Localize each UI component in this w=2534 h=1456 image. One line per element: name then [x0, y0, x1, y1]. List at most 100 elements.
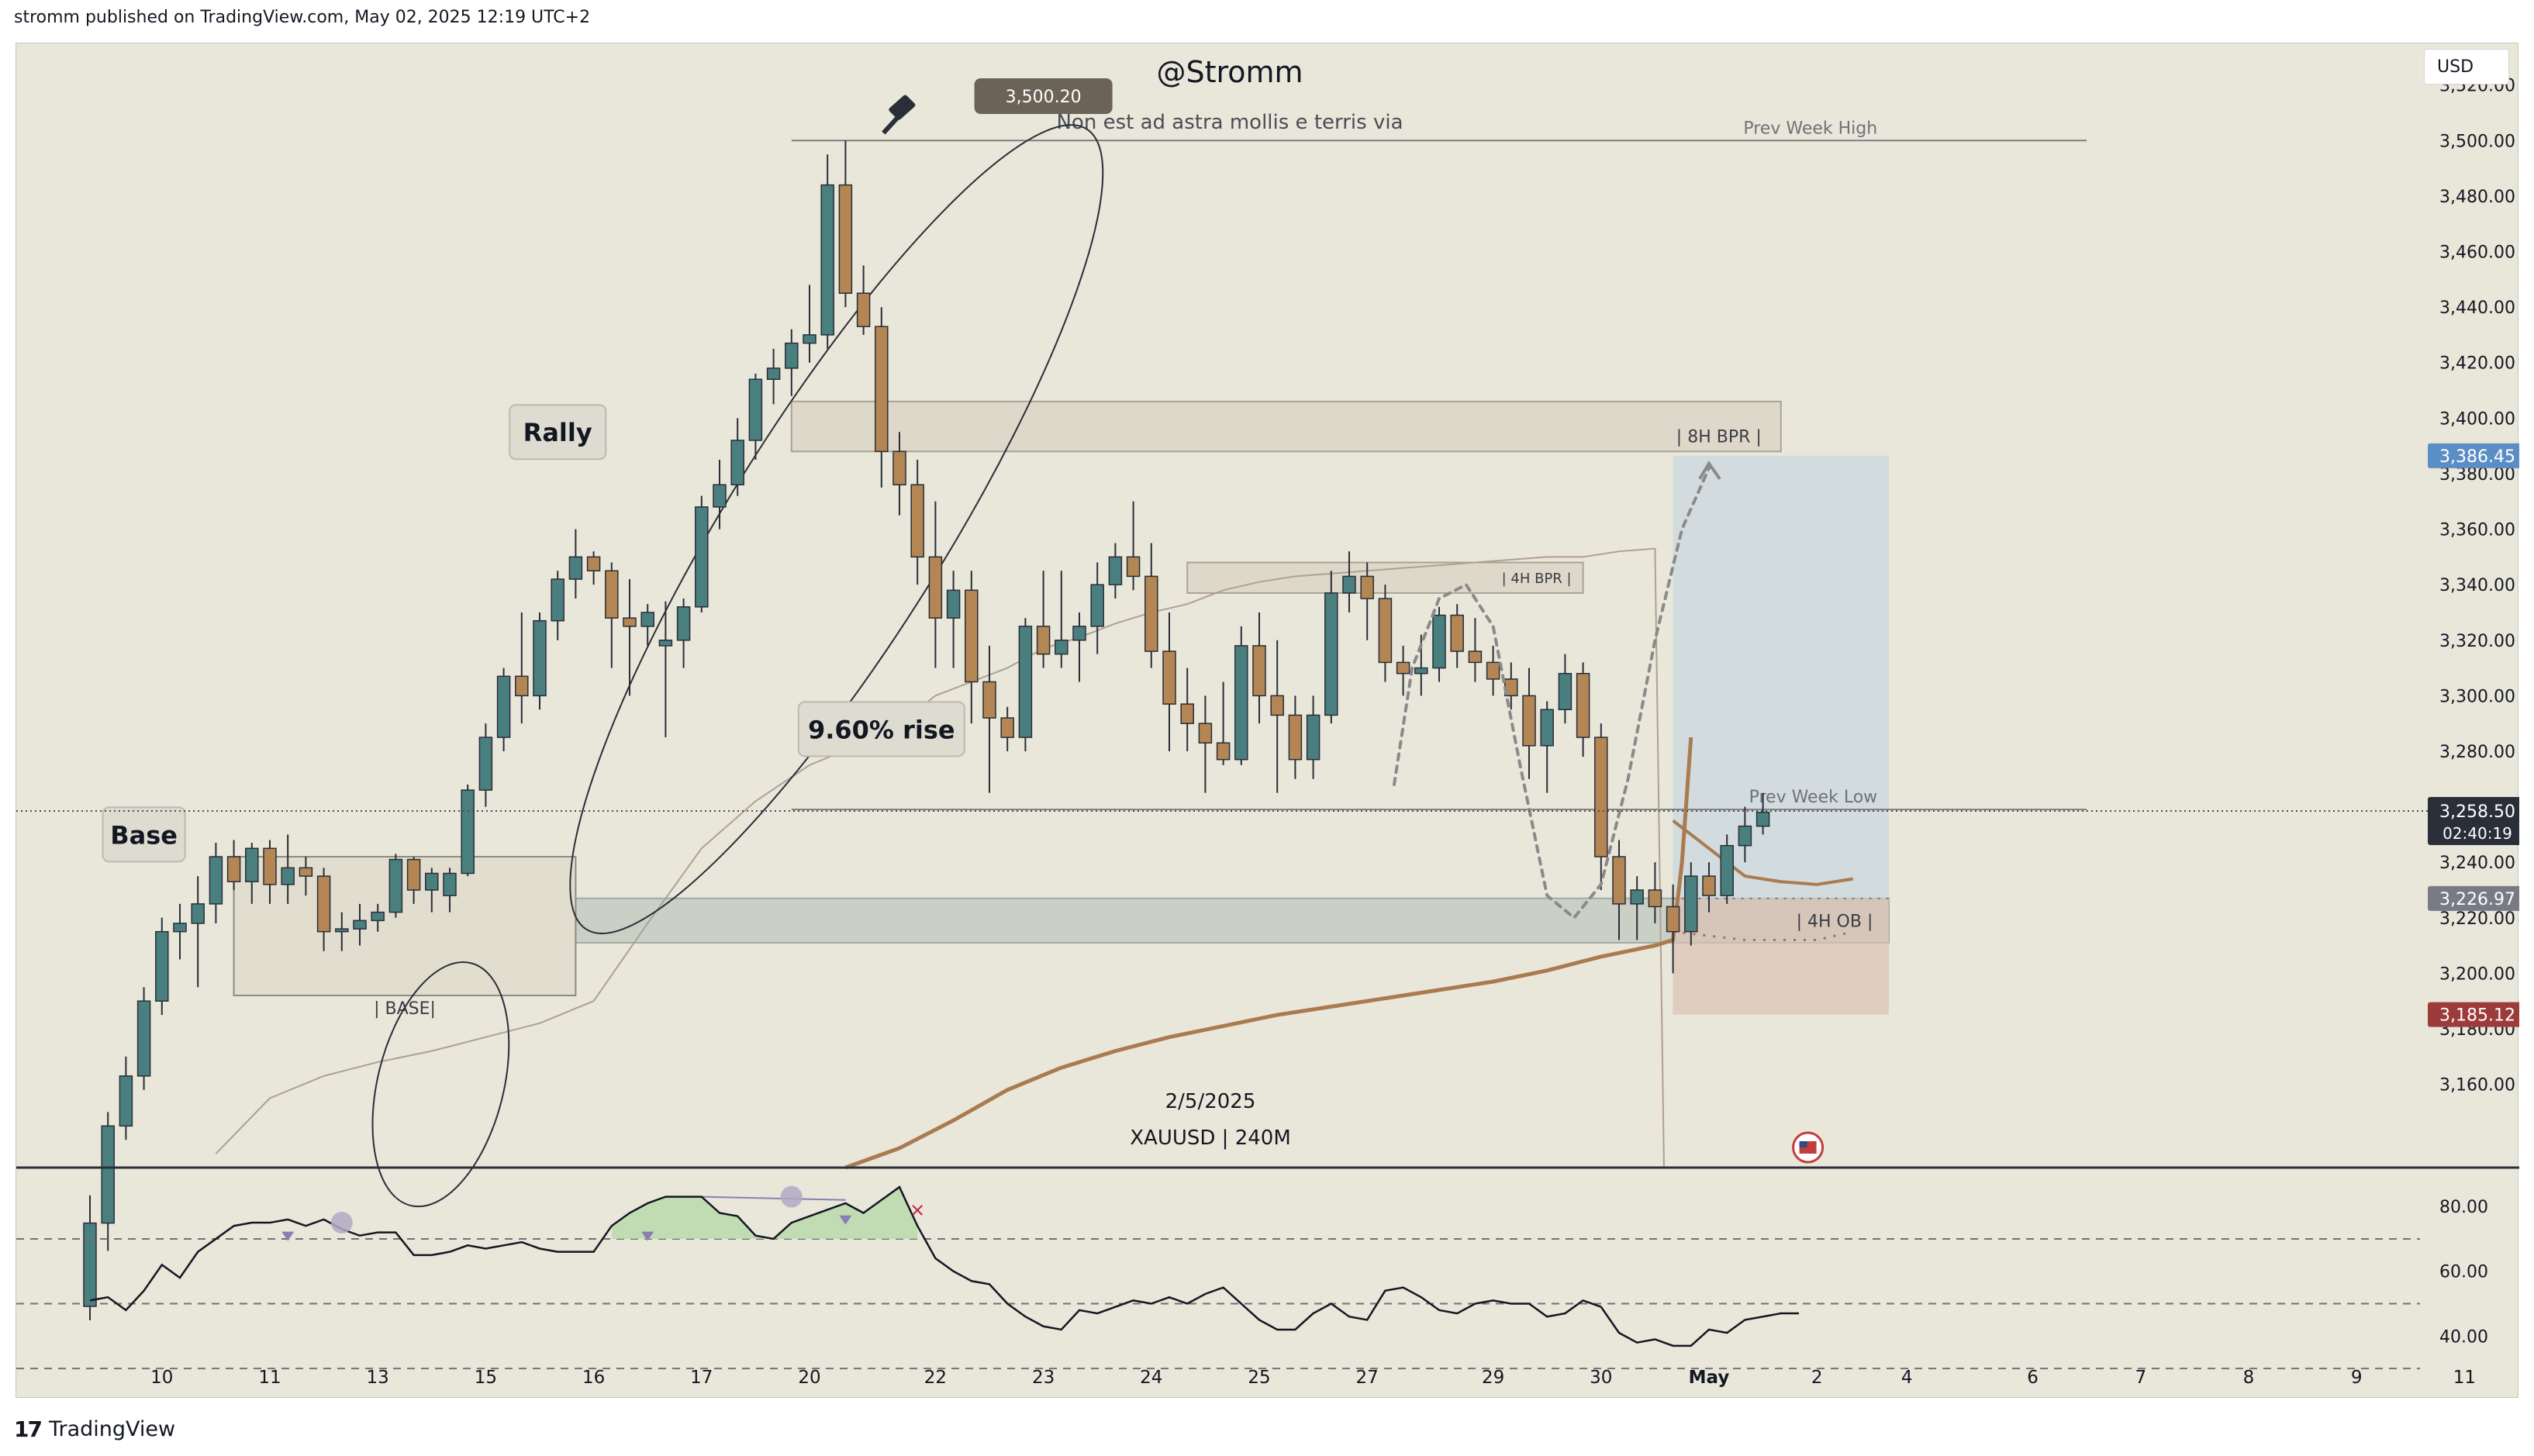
time-tick-label: 24 [1140, 1368, 1162, 1388]
price-tag: 3,226.97 [2428, 886, 2519, 911]
watermark-author: @Stromm [1156, 55, 1303, 89]
candle-body [461, 790, 474, 873]
watermark-symbol: XAUUSD | 240M [1130, 1127, 1291, 1150]
rsi-tick-label: 80.00 [2439, 1198, 2488, 1217]
candle-body [875, 326, 888, 451]
price-tick-label: 3,400.00 [2439, 409, 2515, 429]
candle-body [641, 612, 654, 626]
ma-slow-line [845, 737, 1690, 1168]
rsi-circle-marker [331, 1212, 353, 1233]
rsi-overbought-fill [612, 1187, 917, 1239]
chart-area[interactable]: | 8H BPR | | 4H BPR | | 4H OB | | BASE| @Str… [16, 43, 2518, 1398]
time-tick-label: 11 [2453, 1368, 2476, 1388]
time-tick-label: 29 [1482, 1368, 1504, 1388]
candle-body [1541, 709, 1553, 746]
time-tick-label: 4 [1901, 1368, 1913, 1388]
candle-body [408, 860, 420, 890]
candle-body [498, 676, 510, 737]
time-tick-label: 13 [367, 1368, 389, 1388]
candle-body [1487, 662, 1500, 678]
price-tick-label: 3,300.00 [2439, 687, 2515, 706]
candle-body [1757, 813, 1769, 826]
callout: Rally [509, 405, 606, 459]
footer-brand[interactable]: 17 TradingView [14, 1416, 175, 1442]
candle-body [281, 868, 294, 884]
candle-body [1199, 723, 1211, 743]
level-label: Prev Week Low [1749, 788, 1878, 807]
time-tick-label: 9 [2351, 1368, 2363, 1388]
rsi-cross-marker: × [910, 1199, 925, 1220]
candle-body [1325, 593, 1338, 716]
zone-label: | 4H BPR | [1502, 571, 1572, 587]
candle-body [1685, 876, 1697, 932]
position-target-zone [1673, 456, 1889, 899]
candle-body [1343, 576, 1355, 592]
callout: Base [103, 807, 185, 861]
callout: 3,500.20 [975, 78, 1113, 114]
candle-body [1145, 576, 1158, 651]
time-tick-label: 22 [924, 1368, 947, 1388]
price-tick-label: 3,420.00 [2439, 354, 2515, 374]
candle-body [138, 1001, 150, 1076]
candle-body [1667, 906, 1680, 931]
price-tick-label: 3,320.00 [2439, 632, 2515, 651]
currency-selector[interactable]: USD [2424, 49, 2509, 85]
candle-body [102, 1126, 114, 1223]
candle-body [1523, 695, 1535, 745]
price-tag-countdown: 02:40:19 [2443, 824, 2512, 843]
candle-body [768, 368, 780, 379]
candle-body [1235, 646, 1248, 760]
rsi-tick-label: 40.00 [2439, 1327, 2488, 1347]
candle-body [1001, 718, 1013, 737]
candle-body [1163, 651, 1176, 704]
candle-body [1127, 557, 1140, 576]
time-tick-label: 30 [1590, 1368, 1612, 1388]
price-tick-label: 3,460.00 [2439, 243, 2515, 263]
candle-body [569, 557, 582, 579]
candle-body [426, 873, 438, 889]
time-tick-label: 25 [1248, 1368, 1270, 1388]
callout-text: Rally [523, 418, 592, 447]
candle-body [228, 857, 240, 882]
time-tick-label: 20 [798, 1368, 820, 1388]
time-tick-label: May [1689, 1368, 1730, 1388]
rsi-tick-label: 60.00 [2439, 1263, 2488, 1282]
candle-body [1073, 626, 1086, 640]
price-tick-label: 3,440.00 [2439, 298, 2515, 318]
candle-body [606, 571, 618, 618]
candle-body [623, 618, 636, 626]
candle-body [1415, 668, 1428, 674]
watermark-date: 2/5/2025 [1165, 1090, 1256, 1113]
candle-body [678, 607, 690, 640]
tradingview-logo-icon: 17 [14, 1416, 41, 1442]
candle-body [318, 876, 330, 932]
candle-body [839, 185, 851, 294]
candle-body [929, 557, 941, 618]
candle-body [1397, 662, 1410, 673]
price-tag-value: 3,386.45 [2439, 447, 2515, 467]
candle-body [858, 293, 870, 326]
candle-body [1037, 626, 1050, 654]
candle-body [551, 579, 564, 621]
candle-body [1055, 640, 1068, 654]
candle-body [119, 1076, 132, 1126]
price-tick-label: 3,280.00 [2439, 743, 2515, 762]
candle-body [516, 676, 528, 695]
candle-body [1109, 557, 1121, 585]
callout-text: 3,500.20 [1006, 88, 1082, 107]
rsi-circle-marker [781, 1186, 803, 1208]
rally-ellipse [495, 72, 1178, 987]
time-tick-label: 7 [2135, 1368, 2146, 1388]
gavel-icon [883, 98, 913, 133]
callout-text: Base [110, 820, 178, 850]
candle-body [911, 485, 923, 557]
chart-canvas[interactable]: | 8H BPR | | 4H BPR | | 4H OB | | BASE| @Str… [16, 43, 2519, 1399]
price-tag-value: 3,226.97 [2439, 890, 2515, 909]
price-tag: 3,185.12 [2428, 1002, 2519, 1027]
candle-body [1289, 715, 1301, 759]
candle-body [965, 590, 978, 681]
candle-body [659, 640, 671, 646]
currency-label: USD [2437, 57, 2474, 77]
candle-body [1253, 646, 1265, 695]
time-tick-label: 17 [690, 1368, 713, 1388]
